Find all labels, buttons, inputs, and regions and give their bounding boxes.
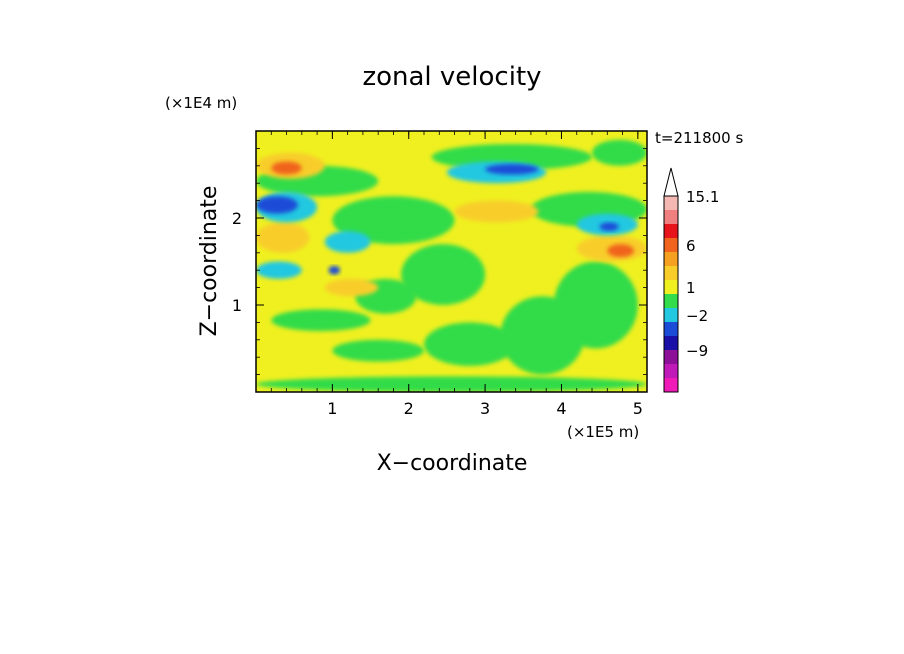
- x-tick-label-4: 5: [633, 399, 643, 418]
- y-tick-label-1: 2: [232, 209, 242, 228]
- region-25: [256, 196, 299, 214]
- region-18: [271, 161, 302, 175]
- region-12: [592, 139, 647, 166]
- region-1: [271, 309, 371, 332]
- region-16: [256, 222, 310, 253]
- colorbar-label-0: 15.1: [686, 188, 719, 206]
- region-26: [485, 164, 539, 175]
- colorbar-swatch-11: [664, 350, 678, 364]
- colorbar-swatch-1: [664, 210, 678, 224]
- colorbar-label-4: −9: [686, 342, 708, 360]
- colorbar-arrow: [663, 167, 679, 197]
- colorbar-swatch-8: [664, 308, 678, 322]
- y-axis-unit: (×1E4 m): [165, 94, 237, 112]
- region-8: [332, 196, 455, 245]
- region-27: [599, 222, 619, 232]
- colorbar-swatch-9: [664, 322, 678, 336]
- x-tick-label-0: 1: [327, 399, 337, 418]
- y-tick-label-0: 1: [232, 296, 242, 315]
- region-0: [256, 376, 647, 392]
- colorbar-swatch-6: [664, 280, 678, 294]
- region-2: [332, 339, 425, 362]
- x-tick-label-1: 2: [404, 399, 414, 418]
- colorbar-swatch-5: [664, 266, 678, 280]
- plot-frame: [255, 130, 648, 393]
- region-6: [553, 261, 638, 349]
- region-24: [256, 261, 302, 279]
- colorbar-swatch-12: [664, 364, 678, 378]
- colorbar-swatch-3: [664, 238, 678, 252]
- x-axis-ticks: 1 2 3 4 5: [270, 131, 643, 418]
- x-tick-label-2: 3: [480, 399, 490, 418]
- chart-title: zonal velocity: [362, 62, 541, 92]
- colorbar-swatch-0: [664, 196, 678, 210]
- region-23: [324, 231, 371, 253]
- region-11: [424, 322, 516, 366]
- colorbar-swatch-10: [664, 336, 678, 350]
- region-17: [324, 278, 379, 297]
- heatmap-regions: [256, 139, 647, 392]
- x-tick-label-3: 4: [556, 399, 566, 418]
- colorbar-swatch-2: [664, 224, 678, 238]
- colorbar-label-3: −2: [686, 307, 708, 325]
- colorbar-label-1: 6: [686, 237, 696, 255]
- region-28: [328, 265, 341, 275]
- colorbar-swatch-4: [664, 252, 678, 266]
- region-19: [607, 244, 635, 258]
- region-14: [454, 200, 539, 223]
- y-axis-label: Z−coordinate: [197, 186, 222, 337]
- colorbar: 15.1 6 1 −2 −9: [663, 167, 719, 393]
- colorbar-label-2: 1: [686, 279, 696, 297]
- colorbar-swatch-7: [664, 294, 678, 308]
- y-axis-ticks: 12: [232, 147, 647, 376]
- time-annotation: t=211800 s: [655, 129, 743, 147]
- colorbar-frame: [663, 195, 679, 393]
- colorbar-swatch-13: [664, 378, 678, 392]
- x-axis-unit: (×1E5 m): [567, 423, 639, 441]
- x-axis-label: X−coordinate: [377, 451, 528, 476]
- region-4: [401, 244, 486, 305]
